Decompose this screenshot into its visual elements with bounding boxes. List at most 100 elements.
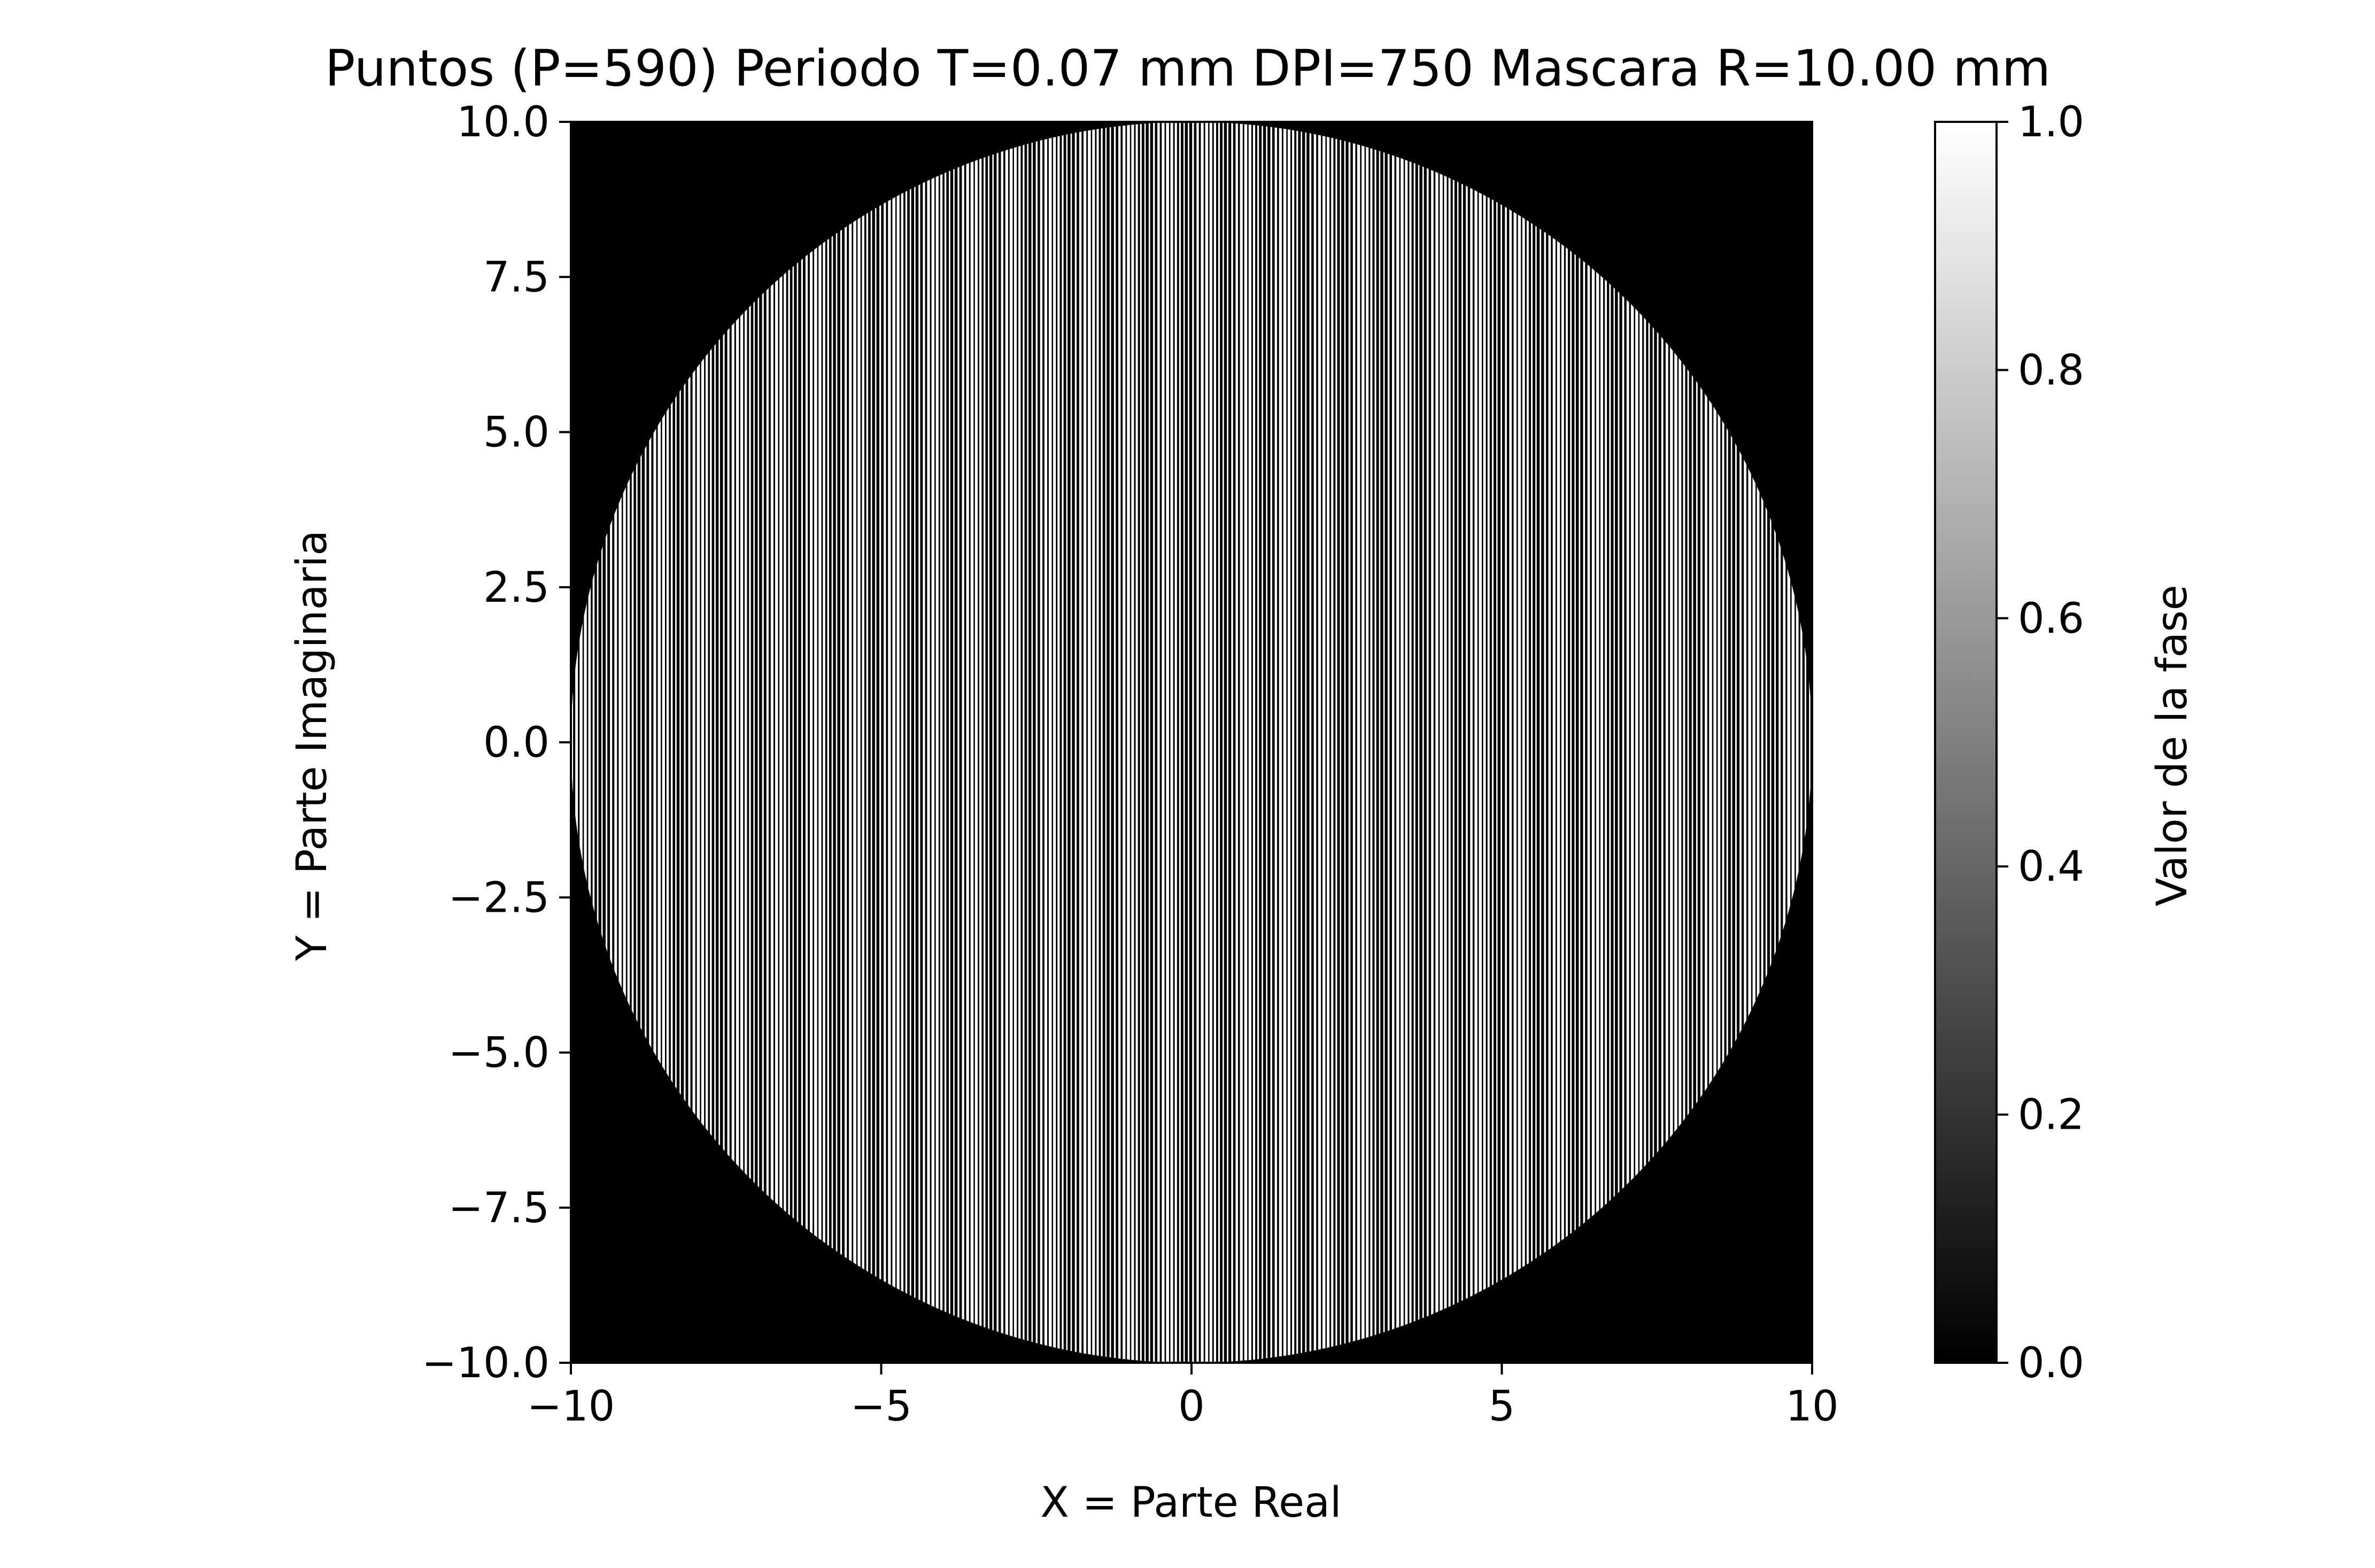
fringe-line — [1630, 122, 1634, 1363]
fringe-line — [1048, 122, 1052, 1363]
fringe-line — [1031, 122, 1033, 1363]
y-tick-label: 5.0 — [483, 409, 550, 457]
fringe-line — [1348, 122, 1351, 1363]
fringe-line — [801, 122, 803, 1363]
fringe-line — [1105, 122, 1107, 1363]
fringe-line — [1796, 122, 1799, 1363]
fringe-line — [1787, 122, 1790, 1363]
fringe-line — [905, 122, 908, 1363]
fringe-line — [636, 122, 638, 1363]
fringe-line — [705, 122, 708, 1363]
fringe-line — [1418, 122, 1420, 1363]
fringe-line — [631, 122, 634, 1363]
fringe-line — [862, 122, 864, 1363]
fringe-line — [888, 122, 891, 1363]
fringe-line — [970, 122, 974, 1363]
fringe-line — [1218, 122, 1220, 1363]
x-tick-label: 0 — [1178, 1383, 1205, 1431]
fringe-line — [1335, 122, 1337, 1363]
plot-area — [570, 121, 1813, 1364]
fringe-line — [1392, 122, 1395, 1363]
fringe-line — [1513, 122, 1517, 1363]
fringe-line — [814, 122, 817, 1363]
colorbar-tick-label: 0.8 — [2018, 346, 2084, 394]
colorbar-ticks: 0.0 0.2 0.4 0.6 0.8 1.0 — [1997, 98, 2084, 1387]
masked-background — [571, 122, 1812, 1363]
fringe-line — [1044, 122, 1048, 1363]
chart-title: Puntos (P=590) Periodo T=0.07 mm DPI=750… — [325, 40, 2051, 98]
colorbar-label: Valor de la fase — [2148, 585, 2196, 906]
fringe-line — [1735, 122, 1737, 1363]
fringe-line — [1192, 122, 1194, 1363]
fringe-line — [1696, 122, 1698, 1363]
fringe-line — [805, 122, 808, 1363]
fringe-line — [818, 122, 822, 1363]
fringe-line — [645, 122, 647, 1363]
fringe-line — [1409, 122, 1412, 1363]
fringe-line — [953, 122, 955, 1363]
fringe-line — [1522, 122, 1525, 1363]
fringe-line — [1566, 122, 1568, 1363]
y-tick-label: 2.5 — [483, 564, 550, 612]
fringe-line — [1657, 122, 1659, 1363]
fringe-line — [996, 122, 999, 1363]
fringe-line — [1705, 122, 1707, 1363]
fringe-line — [1457, 122, 1459, 1363]
fringe-line — [1179, 122, 1181, 1363]
fringe-line — [584, 122, 587, 1363]
fringe-line — [571, 122, 574, 1363]
fringe-line — [670, 122, 673, 1363]
fringe-line — [666, 122, 669, 1363]
fringe-line — [1548, 122, 1551, 1363]
fringe-line — [1561, 122, 1564, 1363]
fringe-line — [1201, 122, 1204, 1363]
fringe-line — [984, 122, 986, 1363]
colorbar-tick-label: 0.0 — [2018, 1339, 2084, 1387]
fringe-line — [727, 122, 730, 1363]
fringe-line — [1800, 122, 1802, 1363]
fringe-line — [753, 122, 755, 1363]
fringe-line — [1805, 122, 1807, 1363]
fringe-line — [1778, 122, 1781, 1363]
y-tick-label: −7.5 — [448, 1184, 550, 1232]
fringe-line — [1726, 122, 1728, 1363]
fringe-line — [1591, 122, 1595, 1363]
x-axis: −10 −5 0 5 10 — [527, 1363, 1839, 1431]
fringe-line — [1101, 122, 1103, 1363]
colorbar-gradient — [1934, 121, 1998, 1364]
fringe-line — [957, 122, 960, 1363]
fringe-line — [1518, 122, 1521, 1363]
y-axis: 10.0 7.5 5.0 2.5 0.0 −2.5 −5.0 −7.5 −10.0 — [422, 98, 571, 1387]
fringe-line — [1440, 122, 1443, 1363]
y-tick-label: −5.0 — [448, 1029, 550, 1077]
x-tick-label: −5 — [850, 1383, 912, 1431]
fringe-line — [1718, 122, 1721, 1363]
y-tick-label: −10.0 — [422, 1339, 550, 1387]
fringe-line — [1023, 122, 1025, 1363]
fringe-line — [1765, 122, 1767, 1363]
fringe-line — [1709, 122, 1712, 1363]
fringe-line — [853, 122, 856, 1363]
fringe-line — [1674, 122, 1677, 1363]
fringe-line — [1540, 122, 1542, 1363]
fringe-line — [784, 122, 786, 1363]
fringe-line — [1526, 122, 1529, 1363]
fringe-line — [896, 122, 900, 1363]
fringe-line — [966, 122, 969, 1363]
fringe-line — [1444, 122, 1447, 1363]
fringe-line — [962, 122, 964, 1363]
fringe-line — [1748, 122, 1751, 1363]
fringe-line — [1496, 122, 1498, 1363]
fringe-line — [1374, 122, 1376, 1363]
fringe-line — [1170, 122, 1173, 1363]
fringe-line — [1452, 122, 1455, 1363]
fringe-line — [831, 122, 833, 1363]
fringe-line — [944, 122, 947, 1363]
fringe-line — [1244, 122, 1248, 1363]
fringe-line — [823, 122, 825, 1363]
colorbar-tick-label: 0.4 — [2018, 843, 2084, 891]
y-tick-label: −2.5 — [448, 874, 550, 922]
fringe-line — [1209, 122, 1212, 1363]
fringe-line — [1466, 122, 1468, 1363]
fringe-line — [770, 122, 773, 1363]
